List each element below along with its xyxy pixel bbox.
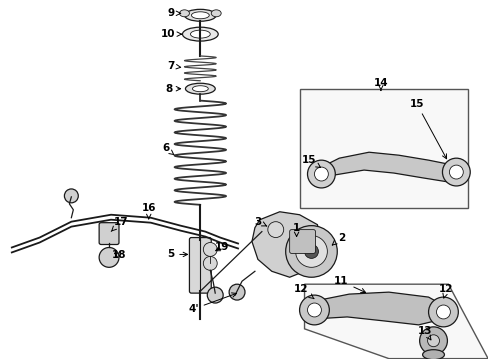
Circle shape bbox=[437, 305, 450, 319]
Text: 10: 10 bbox=[160, 29, 181, 39]
Text: 18: 18 bbox=[112, 251, 126, 260]
Circle shape bbox=[308, 160, 335, 188]
Text: 19: 19 bbox=[215, 243, 229, 252]
Circle shape bbox=[203, 256, 217, 270]
Circle shape bbox=[442, 158, 470, 186]
Polygon shape bbox=[252, 212, 321, 277]
Text: 9: 9 bbox=[167, 8, 181, 18]
Circle shape bbox=[305, 244, 318, 258]
Text: 6: 6 bbox=[162, 143, 174, 155]
Ellipse shape bbox=[192, 12, 209, 19]
Ellipse shape bbox=[185, 83, 215, 94]
Circle shape bbox=[428, 335, 440, 347]
Circle shape bbox=[308, 303, 321, 317]
Text: 14: 14 bbox=[374, 78, 388, 91]
Circle shape bbox=[99, 247, 119, 267]
Ellipse shape bbox=[191, 30, 210, 38]
Circle shape bbox=[315, 167, 328, 181]
Ellipse shape bbox=[422, 350, 444, 360]
Text: 7: 7 bbox=[167, 61, 181, 71]
Polygon shape bbox=[308, 292, 446, 325]
Text: 15: 15 bbox=[302, 155, 320, 167]
Circle shape bbox=[207, 287, 223, 303]
FancyBboxPatch shape bbox=[190, 238, 211, 293]
Ellipse shape bbox=[184, 9, 216, 21]
Text: 4': 4' bbox=[188, 293, 236, 314]
Polygon shape bbox=[318, 152, 460, 182]
Text: 12: 12 bbox=[439, 284, 454, 298]
Text: 13: 13 bbox=[417, 326, 432, 340]
Ellipse shape bbox=[193, 86, 208, 92]
Circle shape bbox=[286, 226, 337, 277]
Text: 12: 12 bbox=[294, 284, 314, 299]
Text: 17: 17 bbox=[111, 217, 128, 231]
Ellipse shape bbox=[179, 10, 190, 17]
Text: 1: 1 bbox=[293, 222, 300, 237]
Text: 3: 3 bbox=[254, 217, 267, 227]
Bar bbox=[299, 89, 468, 208]
Circle shape bbox=[295, 235, 327, 267]
FancyBboxPatch shape bbox=[99, 223, 119, 244]
Circle shape bbox=[203, 243, 217, 256]
Circle shape bbox=[64, 189, 78, 203]
Text: 11: 11 bbox=[334, 276, 366, 293]
Circle shape bbox=[449, 165, 464, 179]
Circle shape bbox=[268, 222, 284, 238]
Ellipse shape bbox=[182, 27, 218, 41]
Circle shape bbox=[419, 327, 447, 355]
Text: 16: 16 bbox=[142, 203, 156, 219]
Circle shape bbox=[229, 284, 245, 300]
Polygon shape bbox=[305, 284, 488, 359]
FancyBboxPatch shape bbox=[290, 230, 316, 253]
Text: 15: 15 bbox=[410, 99, 446, 159]
Text: 5: 5 bbox=[167, 249, 188, 260]
Circle shape bbox=[429, 297, 458, 327]
Text: 2: 2 bbox=[332, 233, 345, 245]
Text: 8: 8 bbox=[165, 84, 181, 94]
Ellipse shape bbox=[211, 10, 221, 17]
Circle shape bbox=[299, 295, 329, 325]
